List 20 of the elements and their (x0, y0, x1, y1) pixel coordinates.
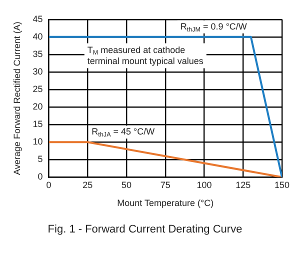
y-tick-label: 35 (32, 48, 43, 59)
y-tick-label: 20 (32, 102, 43, 112)
y-tick-label: 25 (32, 84, 43, 94)
x-axis-title: Mount Temperature (°C) (117, 198, 214, 208)
y-tick-label: 10 (32, 136, 43, 147)
y-tick-label: 0 (38, 172, 43, 182)
y-tick-label: 5 (38, 154, 43, 164)
x-tick-label: 50 (122, 180, 132, 190)
y-axis-title: Average Forward Rectified Current (A) (12, 22, 22, 176)
y-tick-label: 45 (32, 14, 43, 24)
y-tick-label: 40 (32, 31, 43, 42)
x-tick-label: 75 (160, 180, 170, 190)
x-tick-label: 100 (196, 180, 212, 190)
y-tick-label: 15 (32, 119, 43, 130)
y-tick-label: 30 (32, 66, 43, 76)
x-tick-label: 125 (236, 180, 251, 190)
x-tick-label: 0 (46, 180, 52, 190)
x-tick-label: 25 (82, 180, 93, 190)
text: Fig. 1 - Forward Current Derating Curve (48, 223, 242, 236)
x-tick-label: 150 (274, 180, 290, 190)
